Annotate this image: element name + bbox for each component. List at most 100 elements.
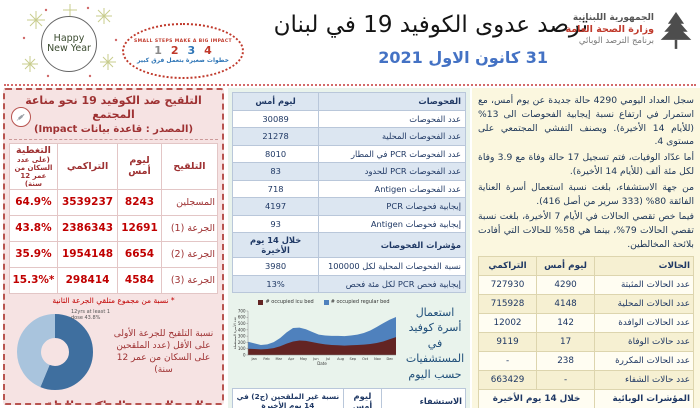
- legend-item-icu: # occupied icu bed: [258, 299, 314, 305]
- col-cases: الحالات: [594, 255, 694, 276]
- svg-text:0: 0: [243, 352, 246, 357]
- table-row: إيجابية فحوصات PCR 4197: [231, 197, 466, 216]
- table-subheader-row: المؤشرات الوبائية خلال 14 يوم الأخيرة: [477, 388, 694, 408]
- vaccination-bottom-label: العدد اليومي والتراكمي للملقحين: [9, 399, 218, 403]
- col-cumulative: التراكمي: [56, 142, 119, 190]
- daily-summary-text: سجل العداد اليومي 4290 حالة جديدة عن يوم…: [478, 94, 694, 252]
- svg-text:300: 300: [238, 334, 246, 339]
- row-value: 30089: [231, 109, 320, 128]
- row-label: عدد الفحوصات PCR في المطار: [318, 144, 466, 163]
- row-coverage: 35.9%: [9, 240, 58, 268]
- table-row: إيجابية فحوصات Antigen 93: [231, 214, 466, 233]
- row-cumulative: 298414: [56, 266, 119, 294]
- row-value: 83: [231, 162, 320, 181]
- step-4: 4: [204, 43, 212, 57]
- row-value: 4197: [231, 197, 320, 216]
- row-coverage: 43.8%: [9, 214, 58, 242]
- row-cumulative: -: [477, 350, 538, 371]
- vaccination-footnote: * نسبة من مجموع متلقي الجرعة الثانية: [52, 295, 175, 305]
- page-title: ترصد عدوى الكوفيد 19 في لبنان: [273, 12, 588, 38]
- table-row: عدد حالات الشفاء - 663429: [477, 369, 694, 390]
- tests-table: الفحوصات ليوم أمس عدد الفحوصات 30089 عدد…: [231, 92, 466, 293]
- row-label: الجرعة (3): [160, 266, 219, 294]
- svg-text:Oct: Oct: [362, 357, 369, 361]
- table-header-row: الاستشفاء ليوم أمس نسبة غير الملقحين (ج2…: [232, 387, 466, 408]
- vaccination-table: التلقيح ليوم أمس التراكمي التغطية (على ع…: [9, 142, 219, 294]
- row-label: نسبة الفحوصات المحلية لكل 100000: [318, 257, 466, 276]
- row-cumulative: 727930: [477, 274, 538, 295]
- report-date: 31 كانون الاول 2021: [378, 48, 548, 67]
- col-yesterday: ليوم أمس: [342, 387, 383, 408]
- svg-text:400: 400: [238, 327, 246, 332]
- row-label: المؤشرات الوبائية: [594, 388, 694, 408]
- row-value: خلال 14 يوم الأخيرة: [477, 388, 596, 408]
- ministry-logo-block: الجمهورية اللبنانية وزارة الصحة العامة ب…: [565, 10, 694, 50]
- svg-text:700: 700: [238, 308, 246, 313]
- svg-text:100: 100: [238, 346, 246, 351]
- vaccination-title: التلقيح ضد الكوفيد 19 نحو مناعة المجتمع: [25, 94, 202, 122]
- row-label: عدد الحالات المكررة: [594, 350, 694, 371]
- vaccination-source: (المصدر : قاعدة بيانات Impact): [33, 123, 194, 135]
- row-yesterday: 4148: [536, 293, 596, 314]
- row-label: عدد الفحوصات Antigen: [318, 179, 466, 198]
- row-label: الجرعة (1): [160, 214, 219, 242]
- row-cumulative: 3539237: [56, 188, 119, 216]
- svg-text:600: 600: [238, 315, 246, 320]
- vaccination-panel-header: التلقيح ضد الكوفيد 19 نحو مناعة المجتمع …: [9, 93, 218, 140]
- hospital-beds-area-chart: # occupied icu bed # occupied regular be…: [232, 299, 402, 372]
- step-2: 2: [170, 43, 179, 57]
- legend-label: # occupied icu bed: [265, 299, 314, 305]
- svg-text:Jun: Jun: [312, 357, 318, 361]
- vaccination-panel: التلقيح ضد الكوفيد 19 نحو مناعة المجتمع …: [3, 88, 224, 405]
- col-yesterday: ليوم أمس: [536, 255, 596, 276]
- row-yesterday: 142: [536, 312, 596, 333]
- row-cumulative: 2386343: [56, 214, 119, 242]
- row-yesterday: 4584: [117, 266, 162, 294]
- row-label: عدد حالات الشفاء: [594, 369, 694, 390]
- table-row: المسجلين 8243 3539237 64.9%: [9, 188, 219, 216]
- first-dose-donut-chart: 12yrs at least 1 dose 43.8%: [9, 308, 110, 396]
- row-label: إيجابية فحص PCR لكل مئة فحص: [318, 274, 466, 293]
- table-header-row: التلقيح ليوم أمس التراكمي التغطية (على ع…: [9, 142, 219, 190]
- cases-table: الحالات ليوم أمس التراكمي عدد الحالات ال…: [477, 255, 694, 408]
- table-row: عدد حالات الوفاة 17 9119: [477, 331, 694, 352]
- svg-text:May: May: [300, 357, 307, 361]
- row-label: الجرعة (2): [160, 240, 219, 268]
- col-coverage: التغطية (على عدد السكان من عمر 12 سنة): [9, 142, 58, 190]
- donut-caption: نسبة التلقيح للجرعة الأولى على الأقل (عد…: [113, 328, 214, 375]
- table-header-row: الفحوصات ليوم أمس: [231, 92, 466, 111]
- row-value: 21278: [231, 127, 320, 146]
- col-unvaccinated-pct: نسبة غير الملقحين (ج2) في 14 يوم الأخيرة: [232, 387, 344, 408]
- row-yesterday: 12691: [117, 214, 162, 242]
- happy-new-year-badge: Happy New Year: [18, 2, 122, 82]
- row-label: عدد الفحوصات PCR للحدود: [318, 162, 466, 181]
- report-header: Happy New Year SMALL STEPS MAKE A BIG IM…: [0, 0, 700, 84]
- row-cumulative: 715928: [477, 293, 538, 314]
- row-yesterday: 17: [536, 331, 596, 352]
- tests-panel: الفحوصات ليوم أمس عدد الفحوصات 30089 عدد…: [228, 88, 470, 408]
- summary-paragraph: فيما خص تقصي الحالات في الأيام 7 الأخيرة…: [478, 211, 695, 250]
- legend-label: # occupied regular bed: [330, 299, 390, 305]
- row-cumulative: 663429: [477, 369, 538, 390]
- table-row: عدد الفحوصات PCR للحدود 83: [231, 162, 466, 181]
- syringe-icon: [11, 107, 31, 127]
- row-yesterday: 238: [536, 350, 596, 371]
- summary-paragraph: من جهة الاستشفاء، بلغت نسبة استعمال أسرة…: [478, 181, 694, 207]
- table-row: الجرعة (2) 6654 1954148 35.9%: [9, 240, 219, 268]
- dotted-divider: [4, 84, 696, 86]
- first-dose-donut-block: 12yrs at least 1 dose 43.8% نسبة التلقيح…: [9, 308, 218, 396]
- row-value: خلال 14 يوم الأخيرة: [231, 232, 320, 258]
- row-label: عدد الحالات الوافدة: [594, 312, 694, 333]
- icu-swatch: [258, 299, 264, 305]
- table-row: عدد الحالات المثبتة 4290 727930: [477, 274, 694, 295]
- row-yesterday: 4290: [536, 274, 596, 295]
- table-row: إيجابية فحص PCR لكل مئة فحص 13%: [231, 274, 466, 293]
- fireworks-icon: [22, 4, 118, 78]
- svg-text:Nov: Nov: [374, 357, 381, 361]
- table-row: الجرعة (1) 12691 2386343 43.8%: [9, 214, 219, 242]
- legend-item-regular: # occupied regular bed: [323, 299, 390, 305]
- step-3: 3: [187, 43, 196, 57]
- svg-text:Date: Date: [317, 361, 327, 366]
